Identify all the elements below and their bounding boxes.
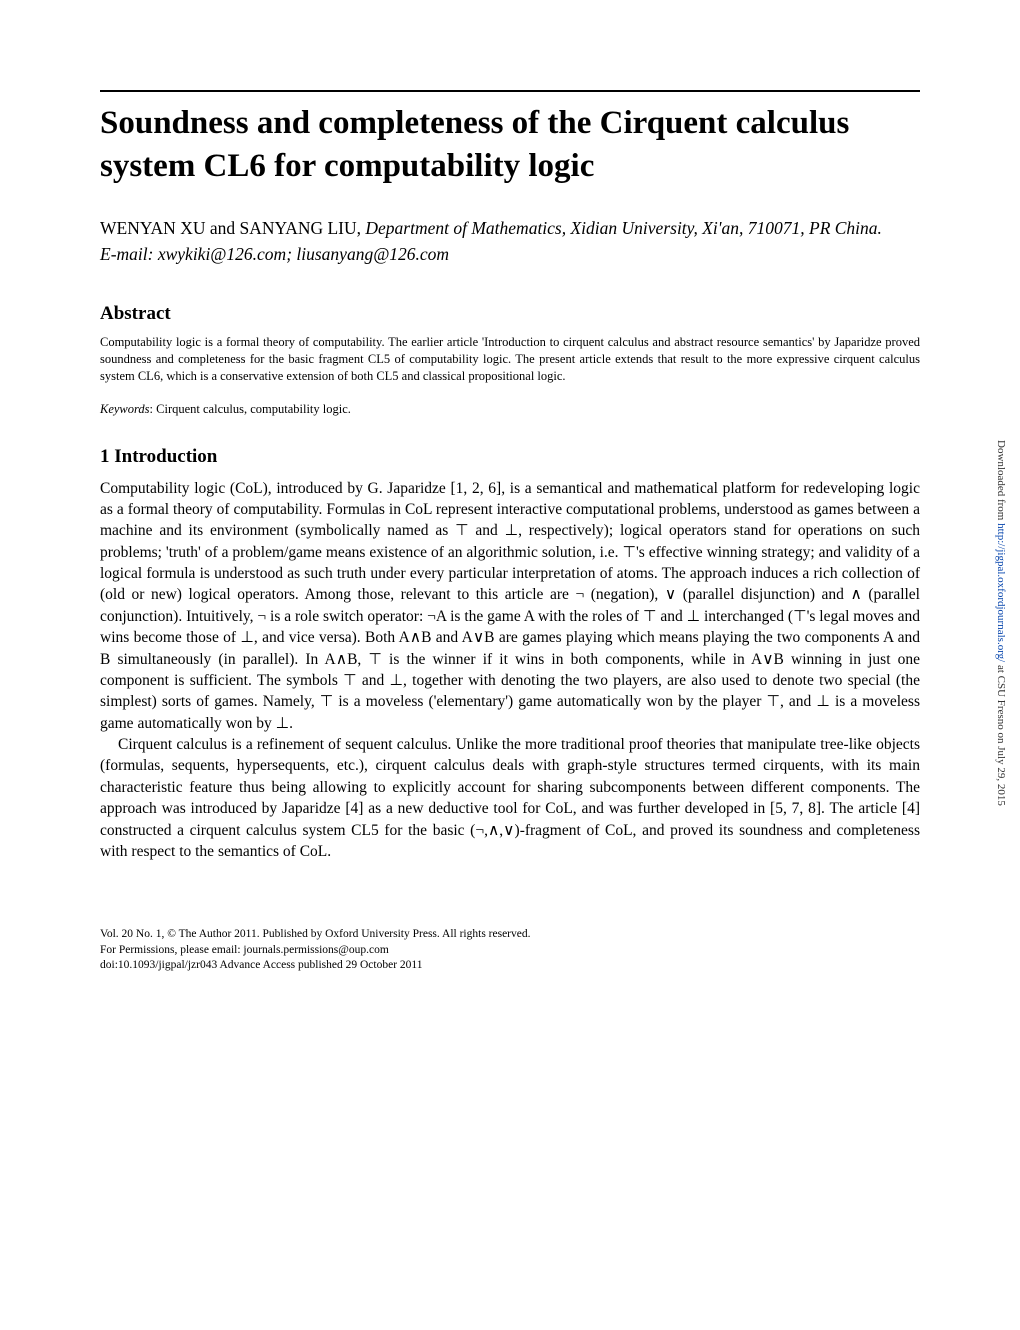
affiliation: Department of Mathematics, Xidian Univer… [365, 218, 882, 238]
keywords-text: : Cirquent calculus, computability logic… [150, 402, 351, 416]
top-rule [100, 90, 920, 92]
footer-line-2: For Permissions, please email: journals.… [100, 943, 920, 959]
footer-block: Vol. 20 No. 1, © The Author 2011. Publis… [100, 927, 920, 974]
sidebar-prefix: Downloaded from [995, 440, 1007, 523]
keywords-label: Keywords [100, 402, 150, 416]
authors-block: WENYAN XU and SANYANG LIU, Department of… [100, 216, 920, 241]
footer-line-3: doi:10.1093/jigpal/jzr043 Advance Access… [100, 958, 920, 974]
abstract-heading: Abstract [100, 301, 920, 327]
section-1-heading: 1 Introduction [100, 444, 920, 470]
emails-label: E-mail: [100, 244, 158, 264]
abstract-text: Computability logic is a formal theory o… [100, 334, 920, 385]
article-title: Soundness and completeness of the Cirque… [100, 102, 920, 188]
intro-paragraph-2: Cirquent calculus is a refinement of seq… [100, 734, 920, 862]
emails-line: E-mail: xwykiki@126.com; liusanyang@126.… [100, 243, 920, 267]
emails-value: xwykiki@126.com; liusanyang@126.com [158, 244, 449, 264]
footer-line-1: Vol. 20 No. 1, © The Author 2011. Publis… [100, 927, 920, 943]
author-names: WENYAN XU and SANYANG LIU, [100, 218, 365, 238]
download-sidebar: Downloaded from http://jigpal.oxfordjour… [992, 440, 1010, 960]
sidebar-suffix: at CSU Fresno on July 29, 2015 [995, 662, 1007, 806]
keywords-line: Keywords: Cirquent calculus, computabili… [100, 401, 920, 418]
intro-paragraph-1: Computability logic (CoL), introduced by… [100, 478, 920, 735]
sidebar-link[interactable]: http://jigpal.oxfordjournals.org/ [995, 523, 1007, 662]
